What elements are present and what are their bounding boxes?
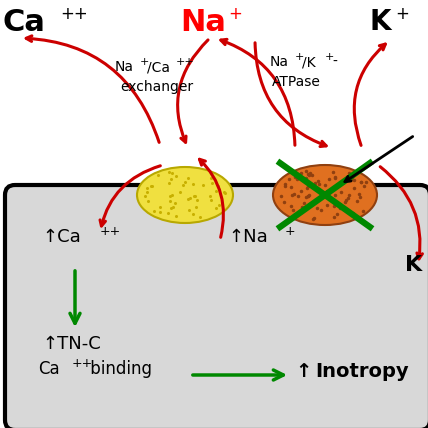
Text: ++: ++ [72, 357, 93, 370]
Text: +: + [295, 52, 304, 62]
Text: ↑Ca: ↑Ca [42, 228, 81, 246]
Text: Inotropy: Inotropy [315, 362, 409, 381]
Text: ATPase: ATPase [272, 75, 321, 89]
Text: +: + [395, 5, 409, 23]
Text: ++: ++ [176, 57, 195, 67]
Ellipse shape [137, 167, 233, 223]
Text: +: + [325, 52, 334, 62]
Text: ↑Na: ↑Na [228, 228, 268, 246]
Text: K: K [370, 8, 392, 36]
Text: -: - [332, 55, 337, 69]
Text: /Ca: /Ca [147, 60, 170, 74]
Text: exchanger: exchanger [120, 80, 193, 94]
Text: ++: ++ [60, 5, 88, 23]
Text: +: + [140, 57, 149, 67]
Text: Ca: Ca [3, 8, 46, 37]
Text: +: + [228, 5, 242, 23]
Ellipse shape [273, 165, 377, 225]
Text: ↑TN-C: ↑TN-C [42, 335, 101, 353]
Text: ++: ++ [100, 225, 121, 238]
Text: Na: Na [180, 8, 226, 37]
Text: Na: Na [270, 55, 289, 69]
FancyBboxPatch shape [5, 185, 428, 428]
Text: K: K [405, 255, 422, 275]
Text: /K: /K [302, 55, 315, 69]
Text: Ca: Ca [38, 360, 59, 378]
Text: binding: binding [85, 360, 152, 378]
Text: Na: Na [115, 60, 134, 74]
Text: +: + [285, 225, 296, 238]
Text: ↑: ↑ [295, 362, 312, 381]
